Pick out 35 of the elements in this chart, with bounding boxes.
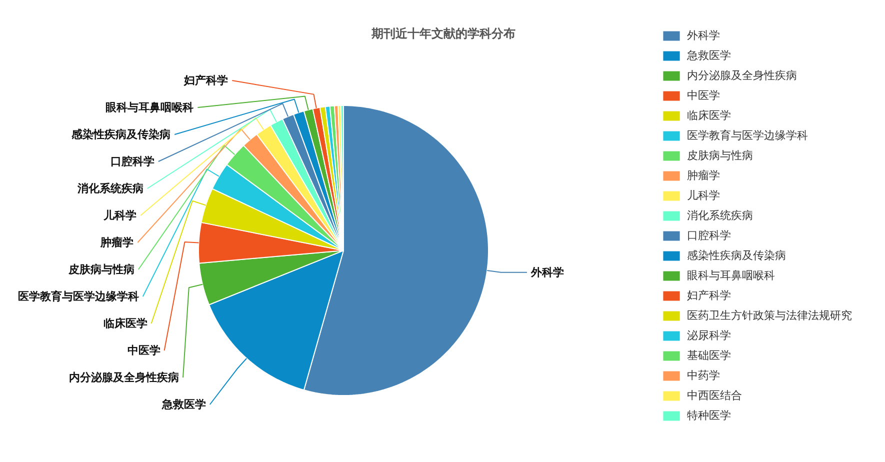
legend-label: 医学教育与医学边缘学科 — [687, 128, 808, 143]
slice-label: 急救医学 — [160, 398, 206, 411]
slice-label: 医学教育与医学边缘学科 — [18, 290, 139, 303]
slice-label: 妇产科学 — [183, 74, 228, 87]
legend-label: 中药学 — [687, 368, 720, 383]
slice-label: 肿瘤学 — [100, 236, 134, 249]
slice-label: 外科学 — [530, 266, 564, 279]
legend-label: 泌尿科学 — [687, 328, 731, 343]
legend-label: 临床医学 — [687, 108, 731, 123]
legend-label: 感染性疾病及传染病 — [687, 248, 786, 263]
legend-label: 内分泌腺及全身性疾病 — [687, 68, 797, 83]
legend-label: 特种医学 — [687, 408, 731, 423]
legend-label: 口腔科学 — [687, 228, 731, 243]
legend-label: 眼科与耳鼻咽喉科 — [687, 268, 775, 283]
slice-label: 眼科与耳鼻咽喉科 — [106, 101, 194, 114]
legend-label: 急救医学 — [687, 48, 731, 63]
legend-label: 基础医学 — [687, 348, 731, 363]
slice-label: 中医学 — [127, 344, 160, 357]
slice-label: 临床医学 — [103, 317, 148, 330]
legend-label: 中西医结合 — [687, 388, 742, 403]
slice-label: 消化系统疾病 — [76, 182, 144, 195]
legend-label: 消化系统疾病 — [687, 208, 753, 223]
chart-title: 期刊近十年文献的学科分布 — [370, 26, 516, 40]
slice-label: 皮肤病与性病 — [67, 263, 134, 276]
legend-label: 皮肤病与性病 — [687, 148, 753, 163]
slice-label: 感染性疾病及传染病 — [70, 128, 171, 141]
slice-label: 口腔科学 — [110, 155, 154, 168]
slice-label: 内分泌腺及全身性疾病 — [69, 371, 179, 384]
slice-label: 儿科学 — [102, 209, 137, 222]
legend-label: 肿瘤学 — [687, 168, 720, 183]
legend-label: 中医学 — [687, 88, 720, 103]
legend-label: 医药卫生方针政策与法律法规研究 — [687, 308, 852, 323]
legend-label: 妇产科学 — [687, 288, 731, 303]
legend-label: 外科学 — [687, 28, 720, 43]
legend-label: 儿科学 — [687, 188, 720, 203]
